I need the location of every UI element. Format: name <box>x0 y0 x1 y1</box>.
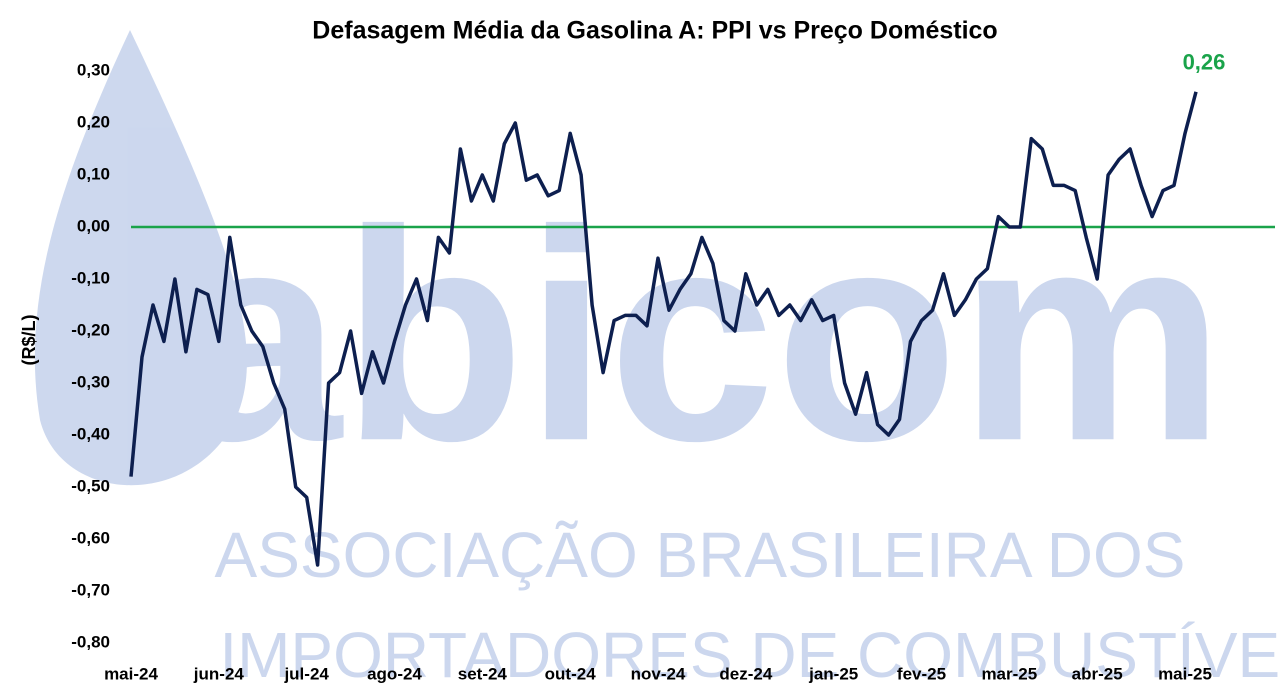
svg-text:IMPORTADORES DE COMBUSTÍVEIS: IMPORTADORES DE COMBUSTÍVEIS <box>219 619 1280 691</box>
x-tick-label: mai-24 <box>104 664 158 683</box>
svg-text:abicom: abicom <box>175 167 1225 503</box>
x-tick-label: ago-24 <box>367 664 422 683</box>
y-tick-label: -0,40 <box>71 424 110 443</box>
x-tick-label: jul-24 <box>283 664 329 683</box>
svg-text:ASSOCIAÇÃO BRASILEIRA DOS: ASSOCIAÇÃO BRASILEIRA DOS <box>215 519 1186 591</box>
watermark: abicom ASSOCIAÇÃO BRASILEIRA DOS IMPORTA… <box>34 30 1280 691</box>
x-tick-label: jan-25 <box>808 664 858 683</box>
y-tick-label: -0,50 <box>71 476 110 495</box>
x-tick-label: out-24 <box>545 664 597 683</box>
y-tick-label: -0,20 <box>71 320 110 339</box>
x-tick-label: fev-25 <box>897 664 946 683</box>
y-tick-label: -0,80 <box>71 632 110 651</box>
y-tick-label: 0,00 <box>77 216 110 235</box>
chart-title: Defasagem Média da Gasolina A: PPI vs Pr… <box>312 17 997 45</box>
y-tick-label: -0,30 <box>71 372 110 391</box>
y-tick-label: -0,70 <box>71 580 110 599</box>
y-tick-label: 0,20 <box>77 112 110 131</box>
x-tick-label: nov-24 <box>631 664 686 683</box>
y-tick-label: -0,60 <box>71 528 110 547</box>
y-tick-label: 0,30 <box>77 60 110 79</box>
x-tick-label: set-24 <box>458 664 508 683</box>
value-label: 0,26 <box>1183 50 1226 75</box>
x-tick-label: mar-25 <box>981 664 1037 683</box>
y-tick-label: 0,10 <box>77 164 110 183</box>
x-tick-label: abr-25 <box>1072 664 1123 683</box>
x-tick-label: jun-24 <box>193 664 245 683</box>
x-tick-label: mai-25 <box>1158 664 1212 683</box>
x-tick-label: dez-24 <box>719 664 772 683</box>
data-line <box>129 91 1198 567</box>
y-tick-label: -0,10 <box>71 268 110 287</box>
y-axis-label: (R$/L) <box>19 315 39 366</box>
